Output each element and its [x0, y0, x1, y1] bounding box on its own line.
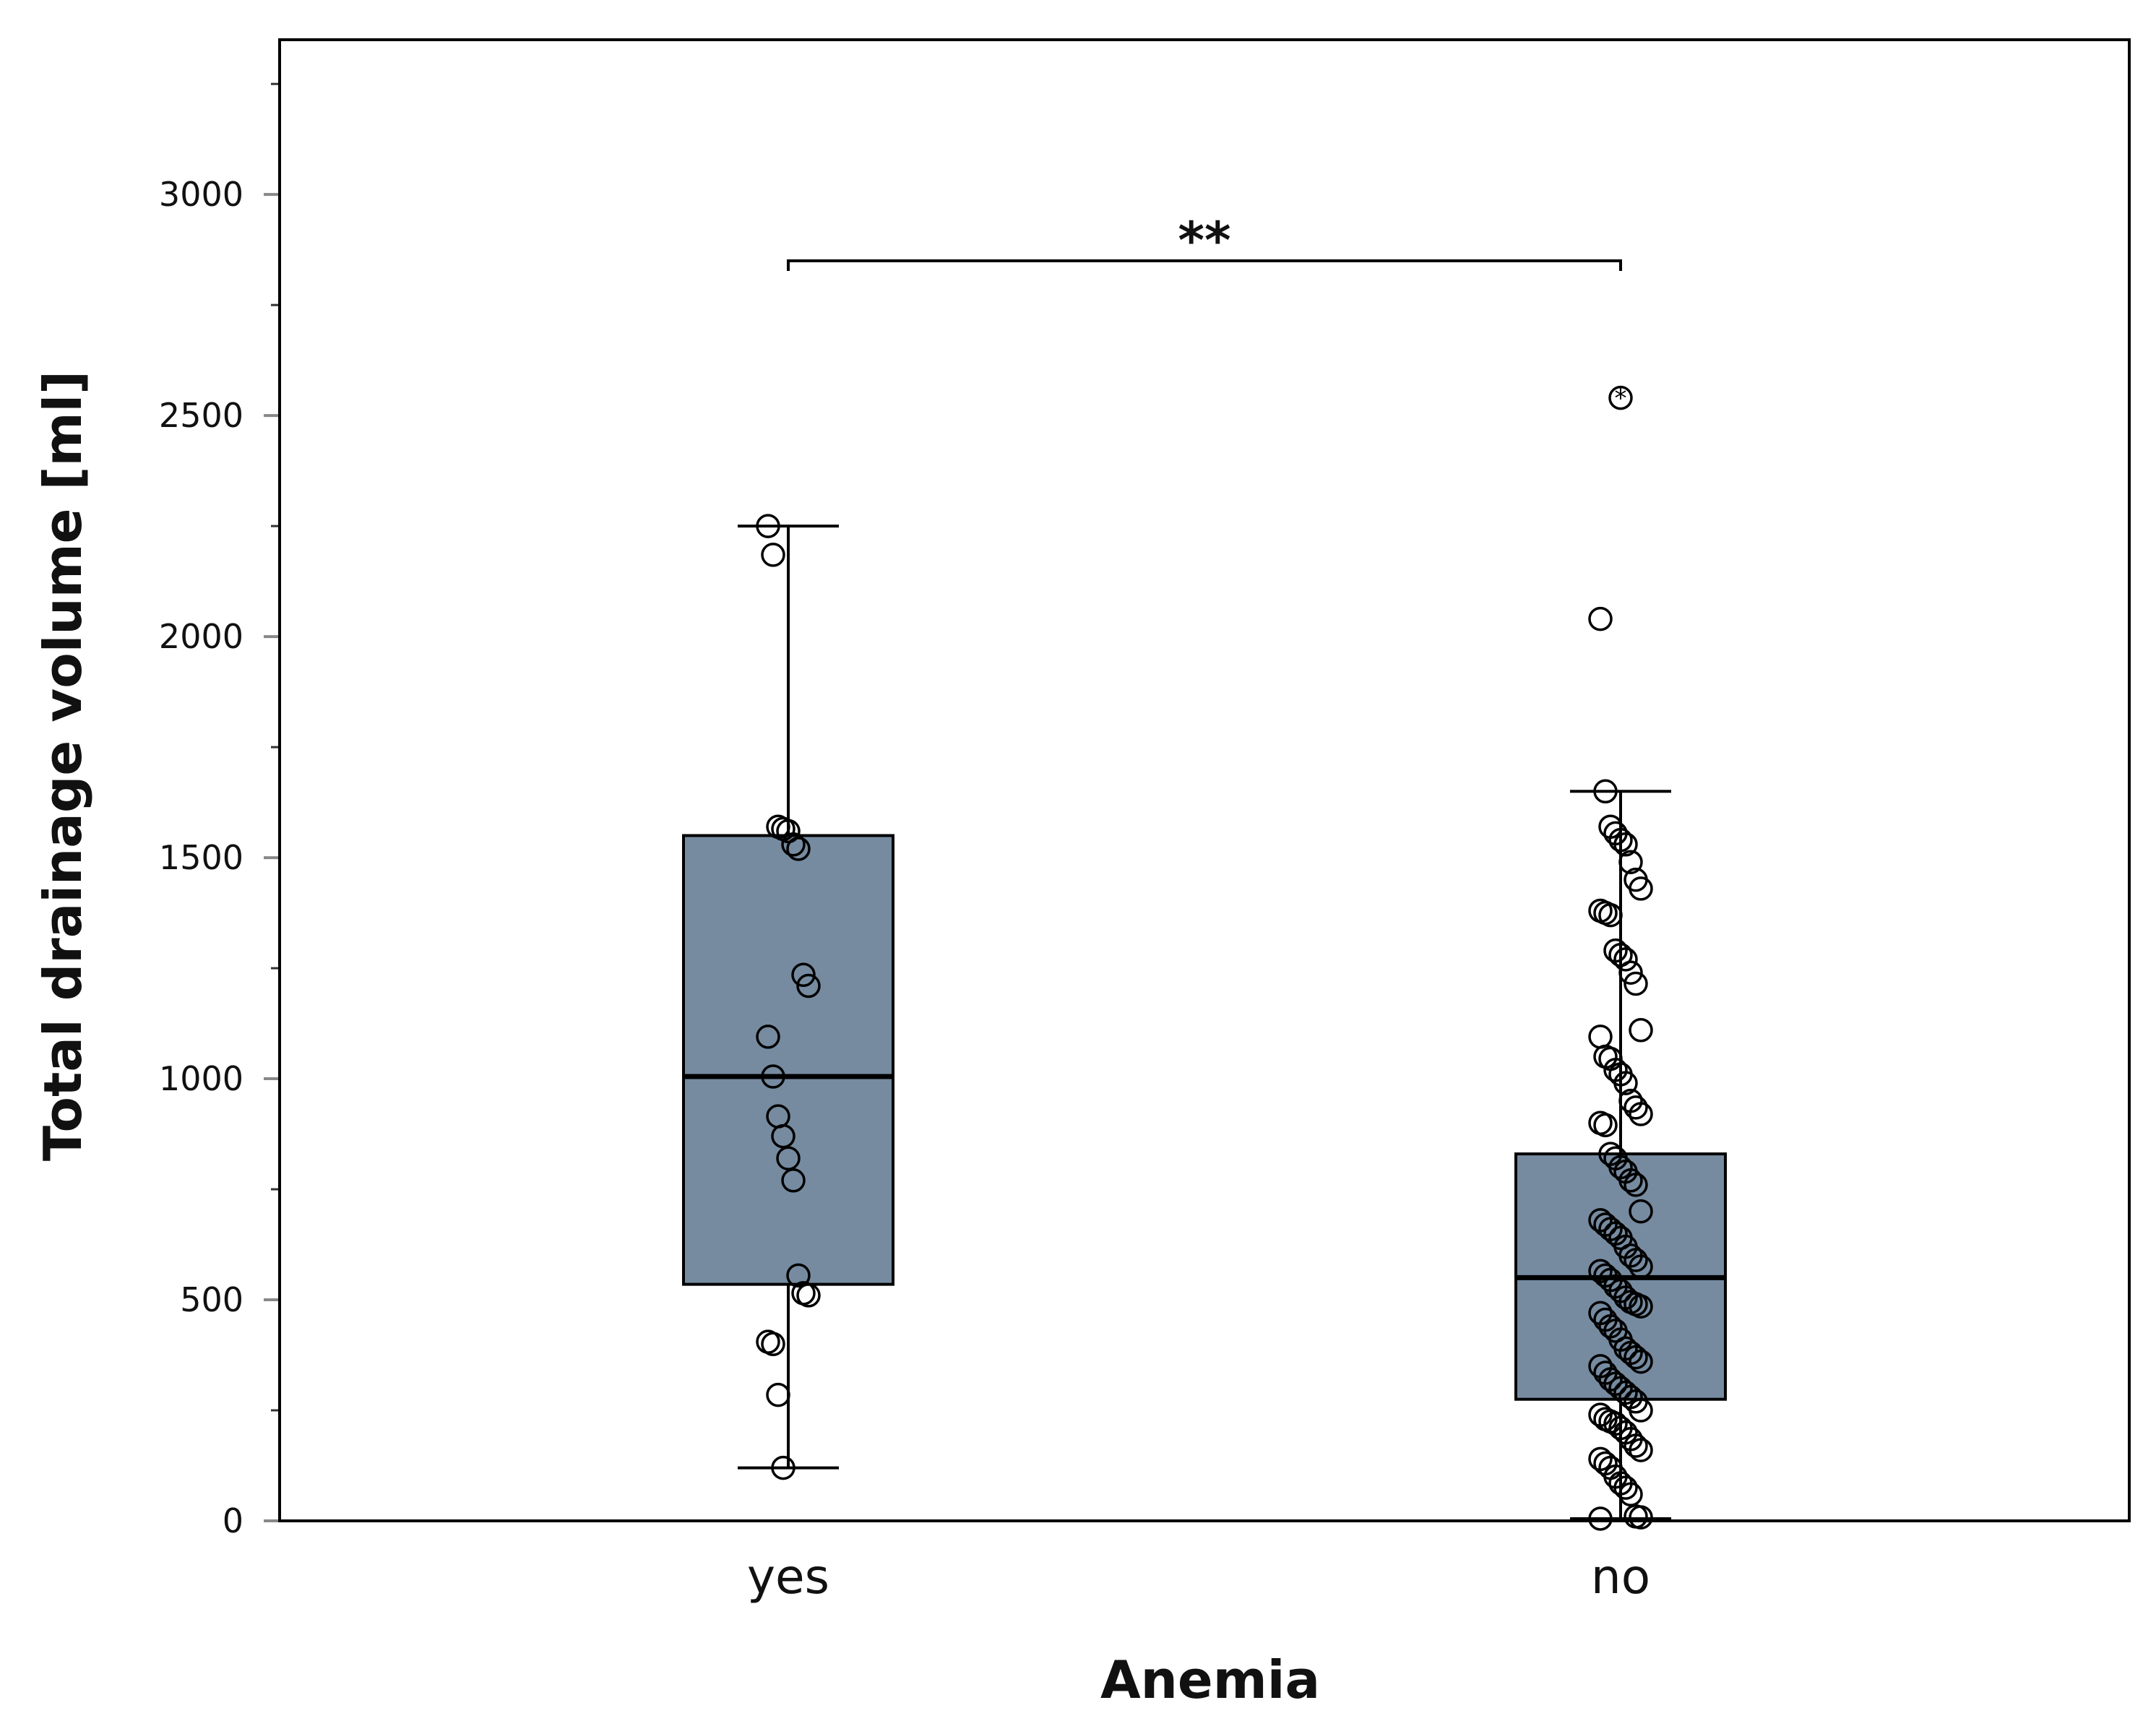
y-axis-ticks — [264, 82, 280, 1522]
data-point — [756, 514, 780, 538]
outlier-star: * — [1615, 384, 1627, 413]
data-point — [1629, 1438, 1653, 1462]
data-point — [1624, 971, 1648, 996]
data-point — [1593, 1113, 1618, 1138]
y-tick-label: 3000 — [159, 175, 243, 214]
x-category-label-no: no — [1591, 1549, 1650, 1605]
y-tick-label: 2000 — [159, 617, 243, 656]
data-points: * — [756, 384, 1653, 1531]
data-point — [1598, 902, 1623, 928]
data-point — [1624, 1173, 1648, 1197]
data-point — [756, 1025, 780, 1049]
data-point — [776, 1146, 801, 1170]
iqr-box — [682, 834, 894, 1286]
data-point — [1618, 1482, 1643, 1507]
significance-bracket — [787, 259, 1622, 271]
x-category-label-yes: yes — [747, 1549, 829, 1605]
data-point — [786, 1263, 811, 1288]
data-point — [796, 1283, 821, 1308]
data-point — [1629, 1505, 1653, 1530]
data-point — [1624, 1095, 1648, 1120]
data-point — [781, 1168, 806, 1193]
data-point — [1629, 1294, 1653, 1319]
data-point — [1624, 1345, 1648, 1370]
data-point — [1588, 1506, 1613, 1531]
y-tick-label: 2500 — [159, 396, 243, 435]
data-point — [791, 962, 816, 988]
plot-frame — [278, 38, 2131, 1522]
data-point — [1629, 1254, 1653, 1279]
data-point — [1624, 1248, 1648, 1272]
data-point — [761, 543, 785, 567]
significance-label: ** — [1178, 211, 1230, 270]
data-point — [761, 1064, 785, 1089]
data-point — [1588, 606, 1613, 631]
outlier-point: * — [1608, 384, 1633, 413]
data-point — [1629, 1398, 1653, 1423]
data-point — [1629, 876, 1653, 901]
data-point — [1613, 1071, 1638, 1095]
data-point — [1593, 779, 1618, 804]
data-point — [766, 1382, 790, 1407]
data-point — [796, 973, 821, 998]
data-point — [1629, 1017, 1653, 1043]
data-point — [1613, 832, 1638, 857]
y-axis-title: Total drainage volume [ml] — [33, 371, 93, 1161]
significance-annotation: ** — [787, 211, 1622, 271]
y-tick-label: 1000 — [159, 1059, 243, 1098]
data-point — [771, 1455, 795, 1480]
data-point — [1629, 1199, 1653, 1224]
tick-labels: 0 500 1000 1500 2000 2500 3000 yes no — [159, 175, 1650, 1605]
data-point — [776, 819, 801, 844]
data-point — [1624, 1433, 1648, 1458]
data-point — [1629, 1102, 1653, 1126]
data-point — [786, 837, 811, 861]
y-tick-label: 1500 — [159, 838, 243, 877]
data-point — [1629, 1349, 1653, 1374]
x-axis-title: Anemia — [1100, 1649, 1320, 1710]
data-point — [1608, 942, 1633, 967]
data-point — [781, 832, 806, 857]
data-point — [1618, 960, 1643, 985]
box-group-yes — [682, 525, 894, 1470]
data-point — [1608, 827, 1633, 853]
data-point — [1613, 947, 1638, 972]
data-point — [1613, 1475, 1638, 1500]
data-point — [1618, 1168, 1643, 1193]
data-point — [771, 1123, 795, 1149]
data-point — [1618, 850, 1643, 874]
data-point — [761, 1332, 785, 1356]
outlier-circle — [1608, 385, 1633, 410]
y-tick-label: 0 — [223, 1501, 243, 1540]
y-tick-label: 500 — [180, 1280, 243, 1319]
